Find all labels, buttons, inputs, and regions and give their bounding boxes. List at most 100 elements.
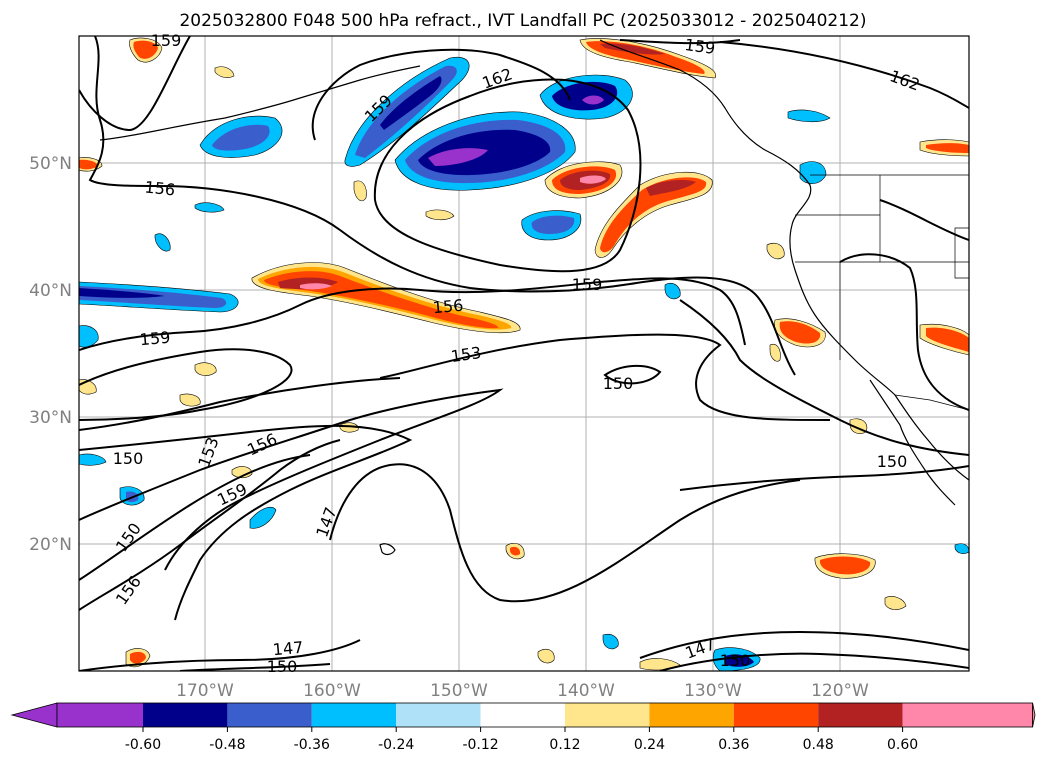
pos-blob-southeast-2 [884,596,907,610]
contour-153-mid [379,333,831,421]
contour-label: 150 [603,374,634,393]
colorbar-tick-label: -0.60 [125,737,161,753]
pos-blob-ne-edge-inner [926,143,969,153]
pos-streak-east-inner [600,177,707,253]
colorbar: -0.60 -0.48 -0.36 -0.24 -0.12 0.12 0.24 0.36 0.4… [10,702,1036,753]
contour-147-southcenter [329,463,801,603]
border-states-2 [795,175,881,360]
neg-blob-small-8 [194,202,225,213]
pos-blob-south-1-inner [510,546,521,556]
neg-blob-small-9 [787,109,831,123]
coastline-baja [869,379,956,506]
contour-label: 159 [683,35,716,58]
colorbar-tick-label: -0.12 [462,737,498,753]
coastline-north-america [599,39,969,481]
contour-label: 159 [572,275,603,294]
colorbar-tick-label: 0.60 [887,737,918,753]
lat-tick-label: 20°N [29,535,72,555]
colorbar-segment [649,703,734,727]
colorbar-segment [396,703,481,727]
height-contours [79,36,969,671]
contour-147-se [639,630,969,659]
neg-band-gulf-core [428,148,488,166]
coastline-aleutians [99,65,421,141]
contour-label: 159 [151,31,182,50]
colorbar-segment [480,703,565,727]
contour-159-sw [79,454,311,581]
neg-blob-west-edge [79,325,99,348]
contour-162-gyre [373,78,642,273]
colorbar-segment [143,703,228,727]
pos-blob-sw-7 [214,66,235,78]
neg-blob-small-2 [249,507,277,529]
pos-blob-west-mid-2 [179,393,201,407]
contour-label: 153 [450,343,483,366]
contour-159-ne [619,39,741,45]
figure-title: 2025032800 F048 500 hPa refract., IVT La… [179,11,866,31]
contour-label: 150 [720,651,751,670]
lon-tick-labels: 170°W 160°W 150°W 140°W 130°W 120°W [176,681,869,701]
contour-150-south [179,663,331,671]
lon-tick-label: 150°W [430,681,488,701]
lon-tick-label: 160°W [303,681,361,701]
lat-tick-label: 40°N [29,281,72,301]
colorbar-tick-label: 0.36 [718,737,749,753]
colorbar-segment [57,703,143,727]
pos-blob-sw-3 [231,466,253,479]
neg-streak-north-core [380,76,442,130]
colorbar-tick-label: -0.24 [378,737,414,753]
contour-159-east [879,199,969,241]
colorbar-tick-label: 0.12 [549,737,580,753]
lat-tick-label: 30°N [29,408,72,428]
lon-tick-label: 170°W [176,681,234,701]
contour-156-northwest [88,36,796,376]
neg-blob-small-5 [664,282,681,300]
colorbar-segment [818,703,903,727]
contour-159-north [311,48,571,141]
lon-tick-label: 120°W [811,681,869,701]
pos-blob-ca-small [769,343,781,362]
pos-blob-coast-or [766,242,785,260]
pos-blob-sw-6 [353,180,367,202]
lat-tick-labels: 50°N 40°N 30°N 20°N [29,154,72,555]
lon-tick-label: 130°W [684,681,742,701]
contour-156-sw [79,439,341,611]
colorbar-outline [56,702,1033,728]
contour-147-south [79,639,361,671]
colorbar-segment [565,703,650,727]
contour-153-west [79,377,401,431]
contour-150-southeast [679,465,969,491]
neg-band-40n-west-core [79,288,165,298]
neg-blob-small-7 [79,453,107,466]
pos-blob-east-edge-inner [926,327,969,352]
contour-label: 150 [267,657,298,676]
contour-150-east [679,299,969,456]
neg-blob-bc [799,161,827,184]
coastlines [99,39,969,556]
contour-150-mid [603,364,662,385]
contour-150-se [659,652,969,671]
pos-blob-nw-1-inner [133,40,158,59]
pos-blob-south-2 [537,648,555,664]
colorbar-tick-label: -0.48 [209,737,245,753]
pos-streak-east-core [646,180,696,196]
neg-blob-mid-inner [531,215,575,234]
map-content [79,36,969,671]
neg-blob-small-4 [602,633,619,650]
map-frame [78,35,970,672]
lon-tick-label: 140°W [557,681,615,701]
colorbar-segment [902,703,1033,727]
neg-blob-small-6 [154,233,171,252]
contour-label: 159 [139,328,171,350]
colorbar-extend-min [10,702,58,728]
pos-band-40n-peak [300,283,332,290]
colorbar-tick-label: -0.36 [294,737,330,753]
contour-159-northwest [79,36,191,132]
pos-blob-bc-coast-peak [580,175,606,184]
pos-blob-west-edge-inner [79,159,98,170]
contour-159-mid [79,277,746,351]
neg-blob-alaska-core [582,95,604,105]
contour-162-ne [719,41,969,109]
pos-blob-sw-5 [425,209,455,221]
